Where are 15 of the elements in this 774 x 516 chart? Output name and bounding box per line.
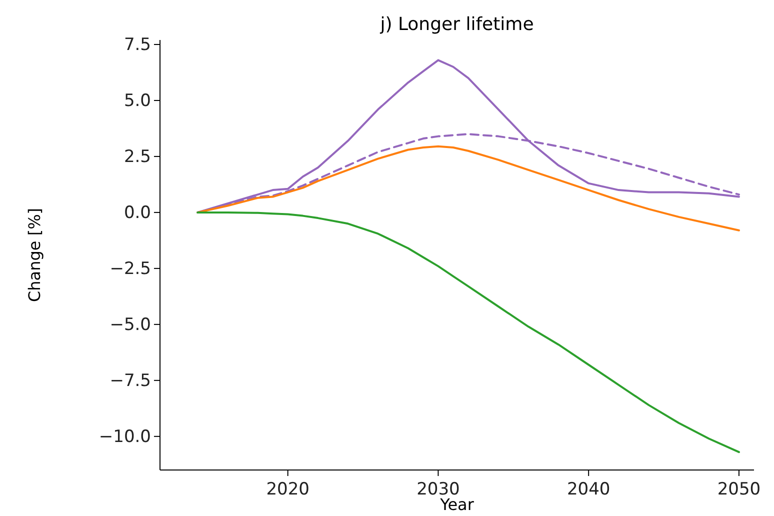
y-tick-label: −2.5 <box>110 258 151 279</box>
y-tick-label: −7.5 <box>110 370 151 391</box>
y-tick-label: −5.0 <box>110 314 151 335</box>
line-series <box>196 211 740 454</box>
y-tick-label: 7.5 <box>124 34 151 55</box>
x-tick-label: 2020 <box>266 479 310 500</box>
y-tick-label: 2.5 <box>124 146 151 167</box>
chart-title: j) Longer lifetime <box>379 14 534 35</box>
y-tick-label: 0.0 <box>124 202 151 223</box>
y-tick-label: −10.0 <box>98 426 151 447</box>
x-tick-label: 2040 <box>566 479 610 500</box>
x-tick-label: 2050 <box>717 479 761 500</box>
y-axis-title: Change [%] <box>25 208 44 302</box>
y-tick-label: 5.0 <box>124 90 151 111</box>
line-series <box>196 145 740 232</box>
